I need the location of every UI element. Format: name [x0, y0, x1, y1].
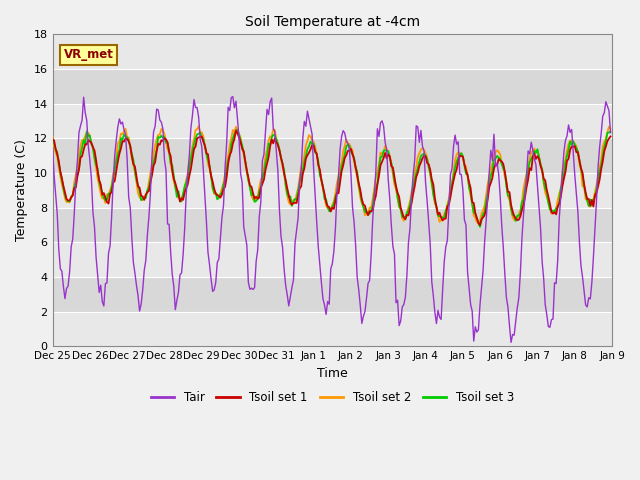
Bar	[52, 312, 612, 347]
Bar	[52, 104, 612, 138]
Bar	[52, 277, 612, 312]
Bar	[52, 242, 612, 277]
Bar	[52, 69, 612, 104]
Legend: Tair, Tsoil set 1, Tsoil set 2, Tsoil set 3: Tair, Tsoil set 1, Tsoil set 2, Tsoil se…	[146, 387, 519, 409]
Title: Soil Temperature at -4cm: Soil Temperature at -4cm	[244, 15, 420, 29]
X-axis label: Time: Time	[317, 367, 348, 380]
Bar	[52, 35, 612, 69]
Bar	[52, 138, 612, 173]
Y-axis label: Temperature (C): Temperature (C)	[15, 139, 28, 241]
Bar	[52, 208, 612, 242]
Text: VR_met: VR_met	[64, 48, 114, 61]
Bar	[52, 173, 612, 208]
